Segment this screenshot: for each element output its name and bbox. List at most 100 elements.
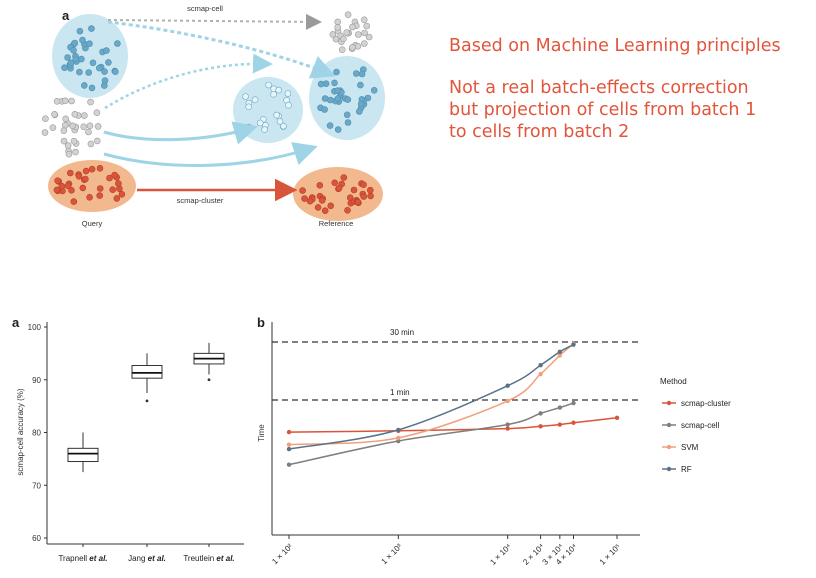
boxplot-y-tick-label: 100 bbox=[28, 323, 42, 332]
cell-dot bbox=[60, 137, 68, 145]
cell-dot bbox=[75, 173, 83, 180]
cell-dot bbox=[106, 174, 113, 182]
query-to-reference-arrow-low bbox=[103, 142, 318, 167]
series-point-svm bbox=[396, 435, 401, 441]
cell-dot bbox=[331, 179, 339, 187]
legend-label-rf: RF bbox=[681, 465, 692, 474]
series-line-svm bbox=[288, 343, 574, 446]
cell-dot bbox=[284, 90, 292, 97]
cell-dot bbox=[316, 182, 324, 189]
cell-dot bbox=[357, 81, 364, 89]
series-point-rf bbox=[286, 446, 292, 452]
box-outlier bbox=[145, 399, 149, 403]
series-point-scmap-cluster bbox=[538, 424, 543, 429]
boxplot-y-tick-label: 60 bbox=[32, 534, 41, 543]
cell-dot bbox=[256, 119, 264, 127]
cell-dot bbox=[335, 184, 343, 192]
cell-dot bbox=[69, 122, 76, 130]
cell-dot bbox=[361, 29, 368, 37]
cell-dot bbox=[340, 174, 348, 181]
query-to-reference-arrow-dashed bbox=[104, 53, 273, 110]
cell-dot bbox=[321, 95, 329, 102]
cell-dots bbox=[41, 11, 378, 214]
cell-dot bbox=[94, 137, 101, 145]
cell-dot bbox=[79, 184, 87, 192]
series-point-scmap-cell bbox=[505, 422, 510, 427]
series-line-scmap-cell bbox=[288, 402, 574, 466]
cell-dot bbox=[334, 95, 342, 102]
cell-dot bbox=[276, 118, 284, 125]
cell-dot bbox=[358, 70, 366, 78]
cell-dot bbox=[344, 96, 352, 103]
note-line-2c: to cells from batch 2 bbox=[449, 122, 630, 142]
cell-dot bbox=[68, 97, 75, 105]
series-point-scmap-cell bbox=[557, 405, 563, 410]
legend: Method scmap-cluster scmap-cell SVM RF bbox=[660, 377, 731, 474]
cell-dot bbox=[88, 25, 95, 32]
box-iqr bbox=[131, 365, 163, 379]
line-chart-x-tick-label: 1 × 10² bbox=[270, 542, 294, 566]
cell-dot bbox=[344, 119, 352, 126]
series-point-scmap-cell bbox=[286, 462, 292, 467]
series-point-scmap-cell bbox=[571, 400, 576, 406]
cell-dot bbox=[53, 98, 61, 105]
boxplot-x-tick-label: Treutlein et al. bbox=[183, 554, 234, 563]
cell-dot bbox=[76, 68, 83, 76]
series-point-scmap-cluster bbox=[505, 426, 510, 431]
query-to-reference-arrow-top bbox=[107, 20, 336, 79]
series-point-rf bbox=[557, 349, 563, 355]
cell-dot bbox=[70, 137, 78, 145]
note-line-1: Based on Machine Learning principles bbox=[449, 36, 781, 56]
notes: Based on Machine Learning principles Not… bbox=[449, 35, 809, 163]
cell-dot bbox=[357, 100, 365, 108]
cell-dot bbox=[273, 111, 281, 119]
cell-dot bbox=[306, 197, 314, 205]
line-chart-x-tick-label: 1 × 10⁵ bbox=[598, 542, 623, 567]
cell-dot bbox=[71, 39, 79, 47]
cell-dot bbox=[96, 165, 104, 172]
cell-dot bbox=[112, 68, 119, 75]
cell-dot bbox=[85, 69, 92, 76]
cell-dot bbox=[321, 207, 329, 214]
cell-dot bbox=[344, 207, 351, 214]
cell-dot bbox=[53, 186, 61, 194]
legend-title: Method bbox=[660, 377, 687, 386]
scmap-cell-arrow bbox=[107, 13, 322, 30]
box-outlier bbox=[207, 378, 211, 382]
cell-dot bbox=[101, 77, 109, 84]
line-chart-y-axis-label: Time bbox=[257, 424, 266, 442]
series-point-svm bbox=[557, 353, 563, 358]
boxplot-panel-label: a bbox=[12, 315, 20, 330]
cell-dot bbox=[317, 80, 325, 88]
cell-dot bbox=[352, 70, 360, 77]
series-point-scmap-cell bbox=[396, 438, 401, 444]
cell-dot bbox=[79, 36, 86, 44]
series-point-rf bbox=[505, 383, 510, 388]
cell-dot bbox=[51, 111, 58, 118]
series-point-scmap-cluster bbox=[614, 415, 620, 421]
cell-dot bbox=[93, 109, 101, 116]
series-line-rf bbox=[288, 344, 574, 450]
cell-dot bbox=[354, 198, 362, 206]
cell-dot bbox=[62, 97, 69, 105]
cell-dot bbox=[61, 64, 68, 71]
boxplot-y-tick-label: 70 bbox=[32, 481, 41, 490]
cell-dot bbox=[363, 22, 371, 30]
cell-dot bbox=[344, 11, 352, 18]
cell-dot bbox=[280, 122, 287, 130]
line-chart-x-tick-label: 1 × 10³ bbox=[380, 542, 404, 566]
cell-dot bbox=[64, 142, 72, 149]
cell-dot bbox=[265, 81, 272, 89]
cell-dot bbox=[96, 192, 103, 199]
cell-dot bbox=[367, 192, 374, 200]
cell-dot bbox=[314, 204, 322, 211]
cell-dot bbox=[64, 54, 71, 61]
cell-dot bbox=[329, 31, 337, 38]
cell-dot bbox=[118, 191, 126, 198]
series-point-svm bbox=[286, 442, 292, 447]
cell-dot bbox=[261, 126, 268, 133]
cell-dot bbox=[338, 46, 346, 54]
cell-dot bbox=[360, 16, 368, 24]
cell-dot bbox=[334, 126, 342, 133]
